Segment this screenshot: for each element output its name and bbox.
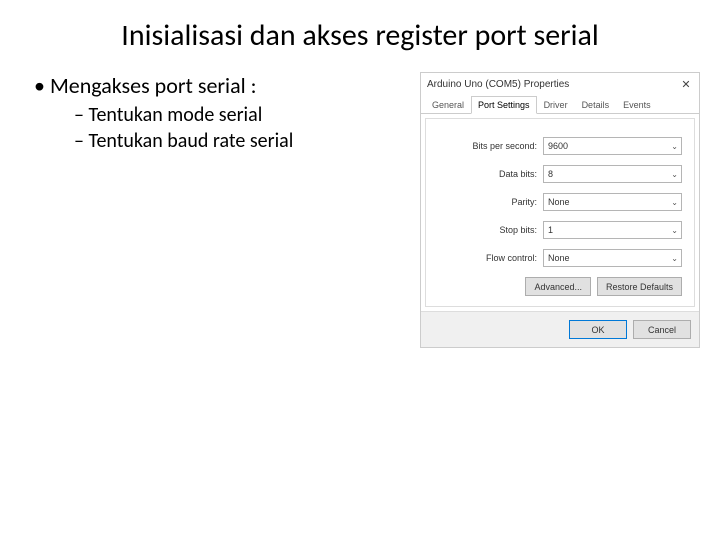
- label-data-bits: Data bits:: [438, 169, 543, 179]
- select-flow-control[interactable]: None ⌄: [543, 249, 682, 267]
- label-stop-bits: Stop bits:: [438, 225, 543, 235]
- tab-port-settings[interactable]: Port Settings: [471, 96, 537, 114]
- value-stop-bits: 1: [548, 225, 553, 235]
- tab-general[interactable]: General: [425, 96, 471, 114]
- cancel-button[interactable]: Cancel: [633, 320, 691, 339]
- bullet-sub-2: Tentukan baud rate serial: [74, 129, 410, 153]
- dialog-footer: OK Cancel: [421, 311, 699, 347]
- tab-events[interactable]: Events: [616, 96, 658, 114]
- restore-defaults-button[interactable]: Restore Defaults: [597, 277, 682, 296]
- bullet-sub-1: Tentukan mode serial: [74, 103, 410, 127]
- text-column: Mengakses port serial : Tentukan mode se…: [0, 72, 420, 348]
- close-icon[interactable]: ✕: [679, 77, 693, 91]
- inner-button-row: Advanced... Restore Defaults: [438, 277, 682, 296]
- tab-details[interactable]: Details: [575, 96, 617, 114]
- dialog-titlebar: Arduino Uno (COM5) Properties ✕: [421, 73, 699, 95]
- dialog-column: Arduino Uno (COM5) Properties ✕ General …: [420, 72, 720, 348]
- value-data-bits: 8: [548, 169, 553, 179]
- chevron-down-icon: ⌄: [671, 142, 678, 151]
- content-row: Mengakses port serial : Tentukan mode se…: [0, 72, 720, 348]
- row-bits-per-second: Bits per second: 9600 ⌄: [438, 137, 682, 155]
- label-bits-per-second: Bits per second:: [438, 141, 543, 151]
- dialog-body: Bits per second: 9600 ⌄ Data bits: 8 ⌄ P…: [425, 118, 695, 307]
- bullet-main: Mengakses port serial :: [34, 72, 410, 99]
- dialog-title: Arduino Uno (COM5) Properties: [427, 79, 569, 90]
- row-flow-control: Flow control: None ⌄: [438, 249, 682, 267]
- chevron-down-icon: ⌄: [671, 226, 678, 235]
- slide-title: Inisialisasi dan akses register port ser…: [40, 18, 680, 54]
- label-flow-control: Flow control:: [438, 253, 543, 263]
- row-parity: Parity: None ⌄: [438, 193, 682, 211]
- row-data-bits: Data bits: 8 ⌄: [438, 165, 682, 183]
- chevron-down-icon: ⌄: [671, 198, 678, 207]
- row-stop-bits: Stop bits: 1 ⌄: [438, 221, 682, 239]
- value-bits-per-second: 9600: [548, 141, 568, 151]
- value-flow-control: None: [548, 253, 570, 263]
- properties-dialog: Arduino Uno (COM5) Properties ✕ General …: [420, 72, 700, 348]
- advanced-button[interactable]: Advanced...: [525, 277, 591, 296]
- select-data-bits[interactable]: 8 ⌄: [543, 165, 682, 183]
- select-stop-bits[interactable]: 1 ⌄: [543, 221, 682, 239]
- select-bits-per-second[interactable]: 9600 ⌄: [543, 137, 682, 155]
- select-parity[interactable]: None ⌄: [543, 193, 682, 211]
- tab-driver[interactable]: Driver: [537, 96, 575, 114]
- ok-button[interactable]: OK: [569, 320, 627, 339]
- chevron-down-icon: ⌄: [671, 170, 678, 179]
- value-parity: None: [548, 197, 570, 207]
- label-parity: Parity:: [438, 197, 543, 207]
- chevron-down-icon: ⌄: [671, 254, 678, 263]
- dialog-tabs: General Port Settings Driver Details Eve…: [421, 95, 699, 114]
